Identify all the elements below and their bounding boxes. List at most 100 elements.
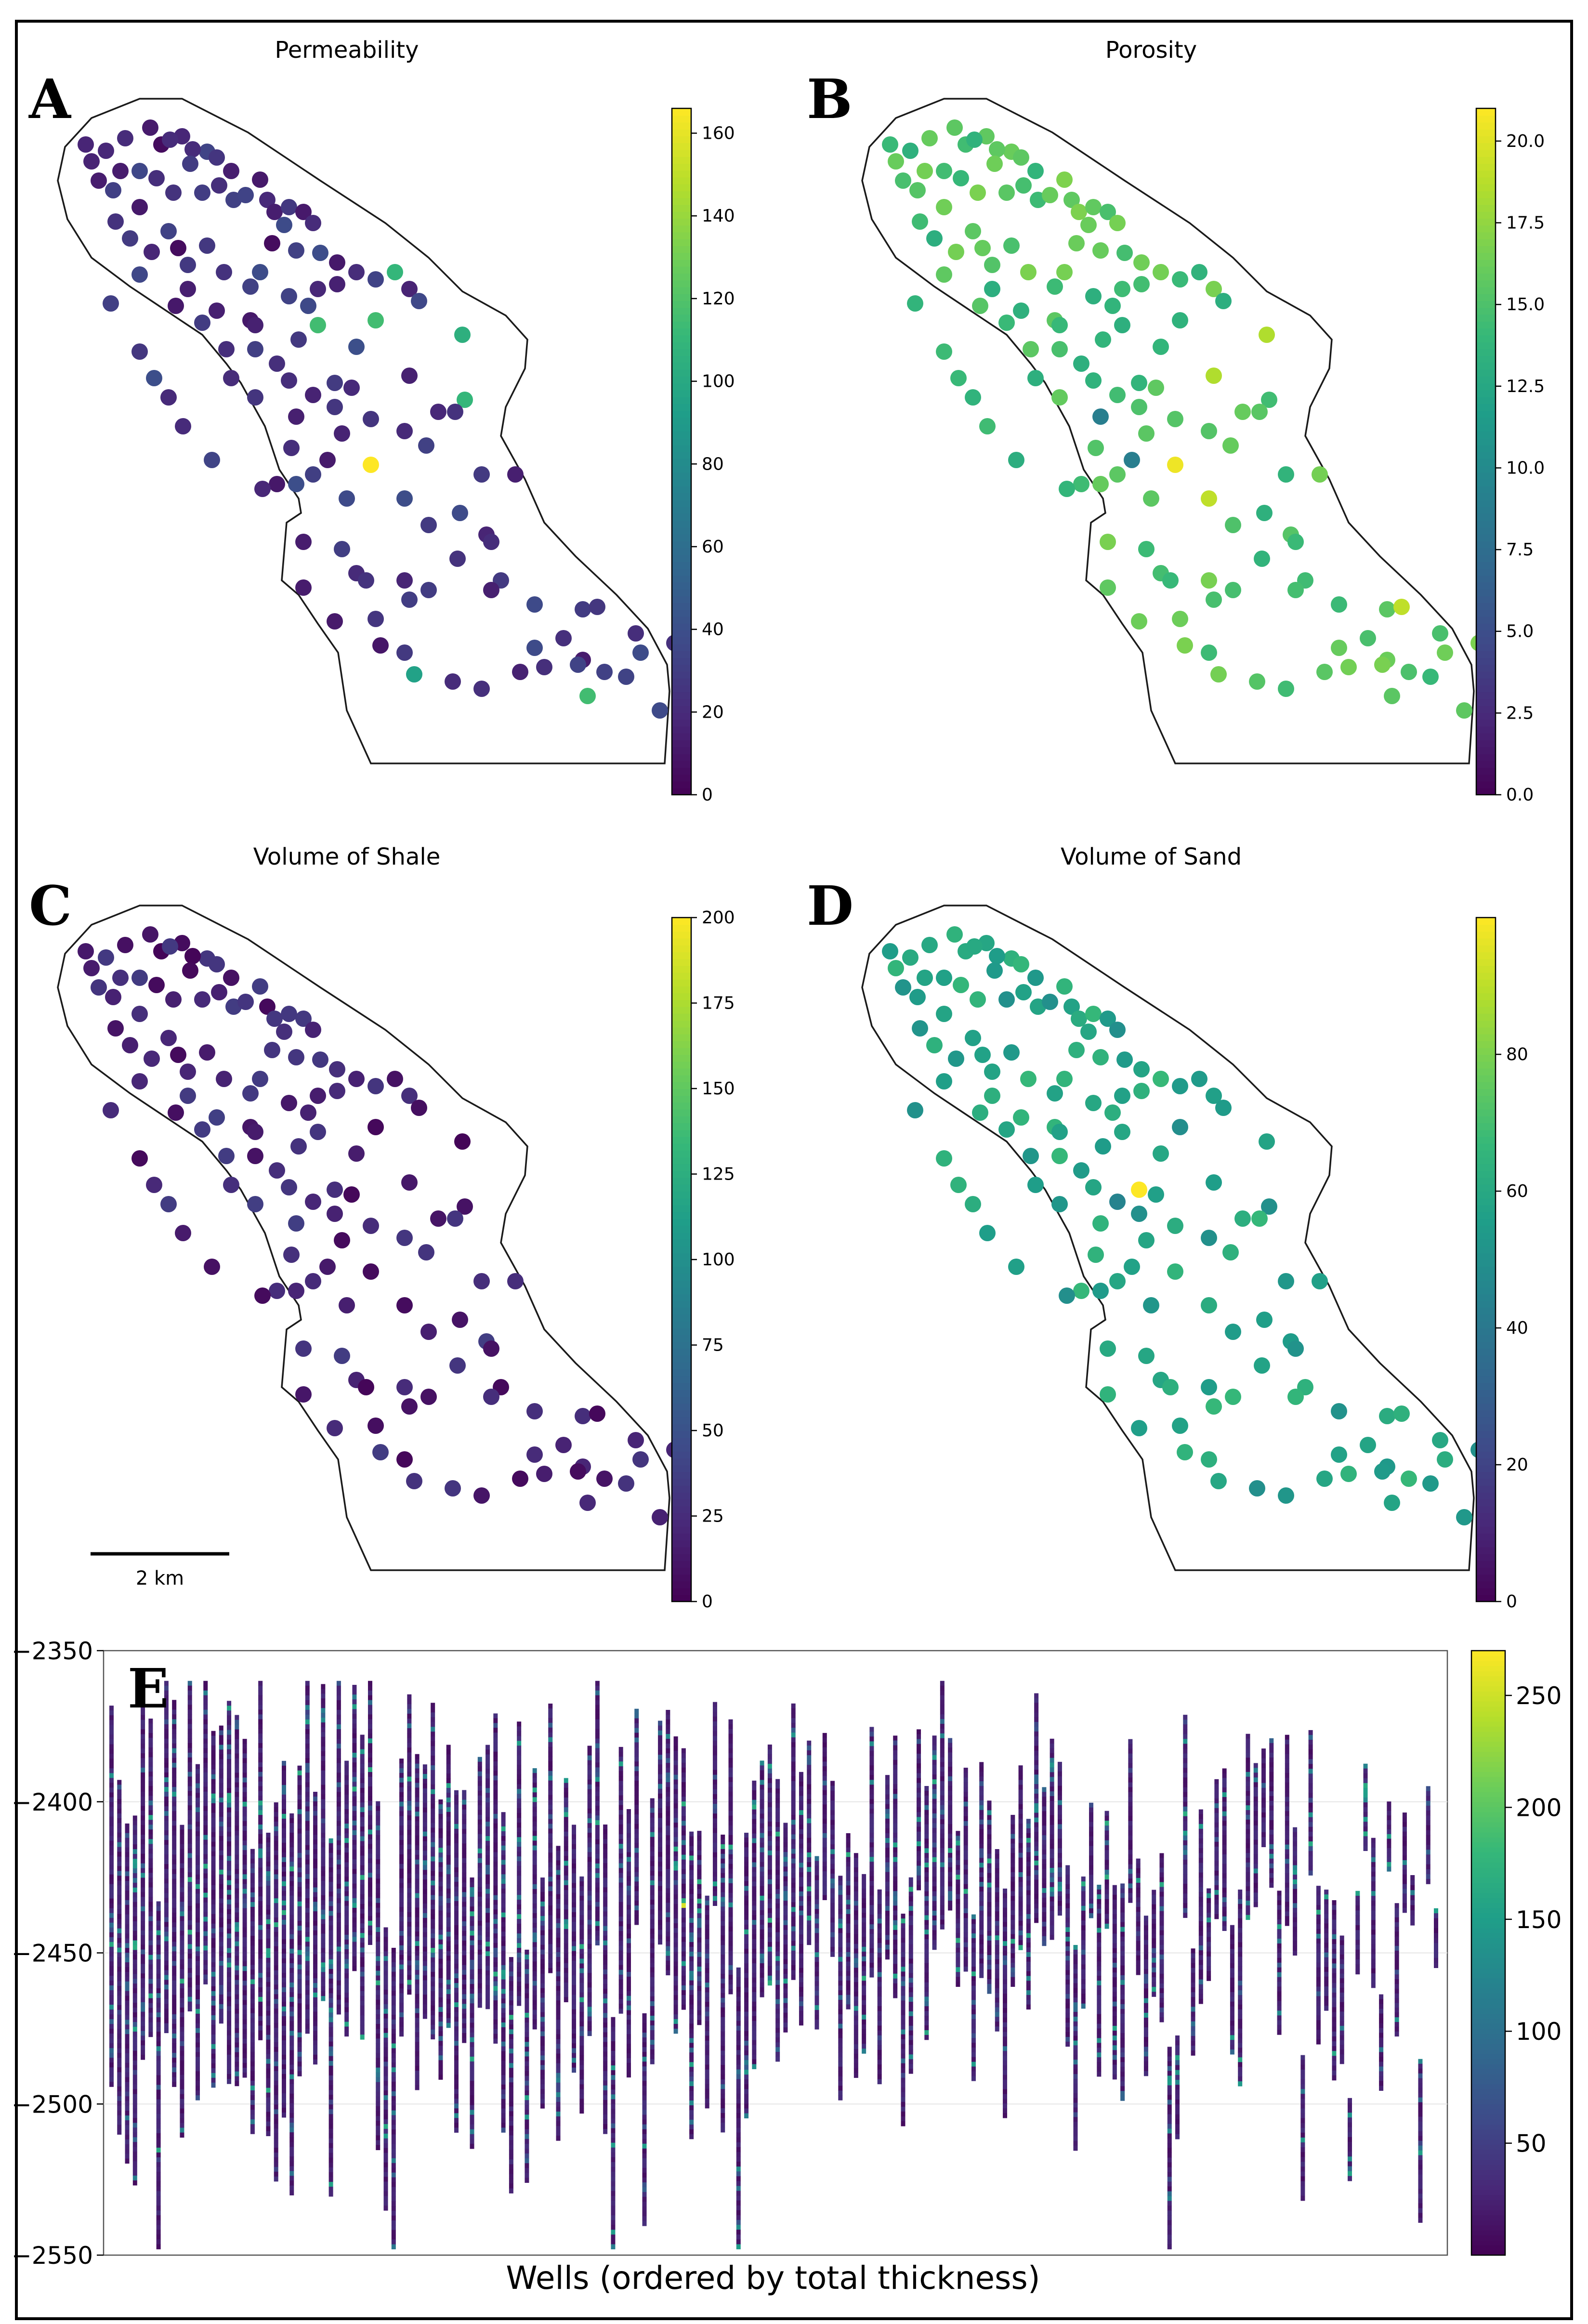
log-segment [141,1964,145,1969]
colorbar-step [672,719,691,727]
log-segment [367,1825,372,1830]
log-segment [219,1826,223,1832]
log-segment [493,2009,498,2015]
log-segment [328,2056,333,2061]
log-segment [313,2054,318,2060]
log-segment [289,2079,294,2085]
log-segment [556,2111,561,2117]
colorbar-step [1476,719,1496,727]
colorbar-step [672,540,691,548]
colorbar-tick-label: 0 [702,785,713,805]
log-segment [258,2035,263,2040]
log-segment [148,1825,153,1830]
log-segment [493,1996,498,2001]
well-point [1210,666,1227,683]
log-segment [367,1901,372,1907]
log-segment [187,1930,192,1935]
log-segment [431,1765,435,1771]
log-segment [203,1815,208,1821]
log-segment [493,1790,498,1795]
well-point [334,541,350,557]
colorbar-step [1476,129,1496,136]
colorbar-step [672,1006,691,1014]
log-segment [274,2157,278,2163]
well-point [1316,1471,1333,1487]
colorbar-step [672,1184,691,1192]
log-segment [180,1853,184,1859]
log-segment [548,1930,553,1935]
colorbar-step [672,945,691,952]
colorbar-step [672,341,691,349]
well-point [1225,1324,1241,1340]
log-segment [391,2034,396,2039]
log-segment [148,1964,153,1970]
log-segment [415,2027,420,2033]
log-segment [250,1849,255,1854]
log-segment [344,1881,349,1887]
log-segment [187,1843,192,1849]
log-segment [187,1829,192,1835]
log-segment [517,1856,522,1862]
log-segment [446,1831,451,1837]
log-segment [266,1948,271,1954]
log-segment [235,1724,239,1730]
log-segment [470,2032,474,2038]
log-segment [493,2014,498,2020]
well-log [391,1947,396,2249]
log-segment [305,1883,310,1889]
log-segment [321,1708,326,1713]
log-segment [501,1812,506,1817]
log-segment [258,2025,263,2031]
well-point [1249,1480,1265,1497]
log-segment [172,1990,177,1996]
log-segment [446,1864,451,1870]
colorbar-step [672,1526,691,1534]
log-segment [540,1911,545,1917]
colorbar-step [1476,266,1496,274]
log-segment [344,1848,349,1853]
log-segment [399,1930,404,1936]
log-segment [117,1847,122,1852]
log-segment [407,1902,412,1908]
colorbar-step [672,1205,691,1212]
log-segment [422,2009,427,2014]
log-segment [415,2018,420,2023]
well-point [1042,994,1058,1010]
log-segment [109,1821,114,1826]
log-segment [187,1867,192,1873]
log-segment [172,1811,177,1816]
log-segment [328,2046,333,2052]
colorbar-tick-label: 100 [702,1250,735,1270]
log-segment [289,1963,294,1969]
well-point [327,375,343,391]
log-segment [125,2020,130,2025]
log-segment [227,1749,232,1755]
log-segment [266,2068,271,2074]
log-segment [540,2084,545,2089]
log-segment [172,1864,177,1870]
log-segment [117,2110,122,2116]
colorbar-step [672,1054,691,1062]
log-segment [297,1906,302,1912]
log-segment [415,2008,420,2014]
well-point [358,1379,374,1395]
log-segment [141,2055,145,2060]
log-segment [328,1843,333,1849]
colorbar-step [1476,1252,1496,1260]
well-point [984,281,1000,297]
log-segment [235,2066,239,2072]
log-segment [250,2042,255,2048]
log-segment [360,1986,365,1992]
log-segment [321,1857,326,1862]
colorbar-step [1476,582,1496,590]
log-segment [572,1917,577,1922]
log-segment [344,1775,349,1781]
well-point [902,949,919,966]
well-log [156,1901,161,2249]
log-segment [509,1962,513,1967]
well-point [295,534,312,550]
log-segment [164,1762,169,1768]
log-segment [109,1763,114,1769]
log-segment [572,2004,577,2010]
colorbar-frame [1475,107,1496,796]
